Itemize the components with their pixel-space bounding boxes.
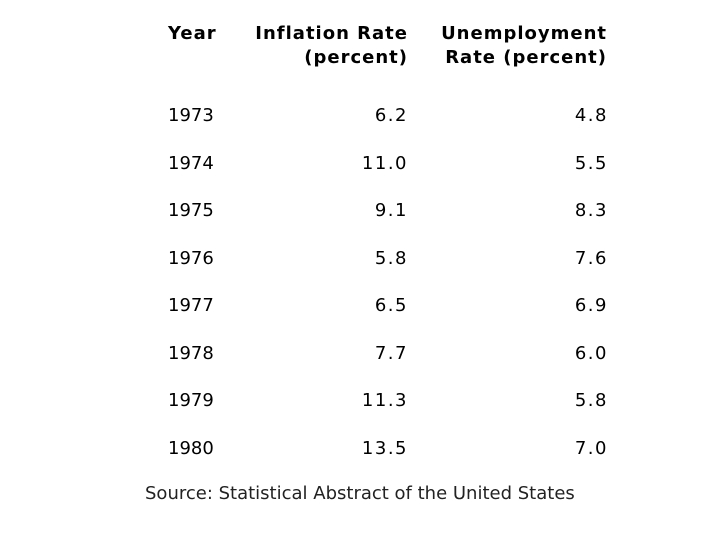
table-row: 1973 6.2 4.8 [145, 104, 615, 128]
cell-unemployment: 7.0 [574, 437, 608, 459]
cell-unemployment: 4.8 [574, 105, 608, 126]
cell-unemployment: 5.5 [574, 152, 608, 174]
cell-year: 1976 [168, 247, 214, 269]
table-row: 1978 7.7 6.0 [145, 342, 615, 366]
cell-year: 1973 [168, 105, 214, 126]
header-inflation: Inflation Rate (percent) [245, 22, 408, 70]
table-row: 1979 11.3 5.8 [145, 389, 615, 413]
header-year-label: Year [168, 23, 217, 44]
cell-inflation: 5.8 [374, 247, 408, 269]
cell-year: 1975 [168, 200, 214, 221]
header-unemployment: Unemployment Rate (percent) [429, 22, 607, 70]
cell-inflation: 11.0 [361, 152, 408, 174]
cell-inflation: 13.5 [361, 437, 408, 459]
cell-inflation: 6.5 [374, 295, 408, 316]
table-row: 1974 11.0 5.5 [145, 152, 615, 176]
cell-unemployment: 8.3 [574, 200, 608, 221]
cell-unemployment: 5.8 [574, 390, 608, 411]
header-inflation-line1: Inflation Rate [255, 23, 408, 44]
header-inflation-line2: (percent) [304, 47, 408, 68]
header-year: Year [168, 22, 228, 46]
table-row: 1980 13.5 7.0 [145, 437, 615, 461]
cell-year: 1979 [168, 390, 214, 411]
cell-inflation: 9.1 [374, 200, 408, 221]
cell-inflation: 7.7 [374, 342, 408, 364]
cell-unemployment: 6.9 [574, 295, 608, 316]
cell-year: 1980 [168, 437, 214, 459]
table-row: 1977 6.5 6.9 [145, 294, 615, 318]
cell-inflation: 6.2 [374, 105, 408, 126]
header-unemployment-line1: Unemployment [441, 23, 607, 44]
header-unemployment-line2: Rate (percent) [445, 47, 607, 68]
cell-inflation: 11.3 [361, 390, 408, 411]
table-row: 1975 9.1 8.3 [145, 199, 615, 223]
cell-year: 1974 [168, 152, 214, 174]
cell-year: 1977 [168, 295, 214, 316]
cell-unemployment: 7.6 [574, 247, 608, 269]
table-row: 1976 5.8 7.6 [145, 247, 615, 271]
cell-unemployment: 6.0 [574, 342, 608, 364]
cell-year: 1978 [168, 342, 214, 364]
source-note: Source: Statistical Abstract of the Unit… [145, 483, 575, 504]
